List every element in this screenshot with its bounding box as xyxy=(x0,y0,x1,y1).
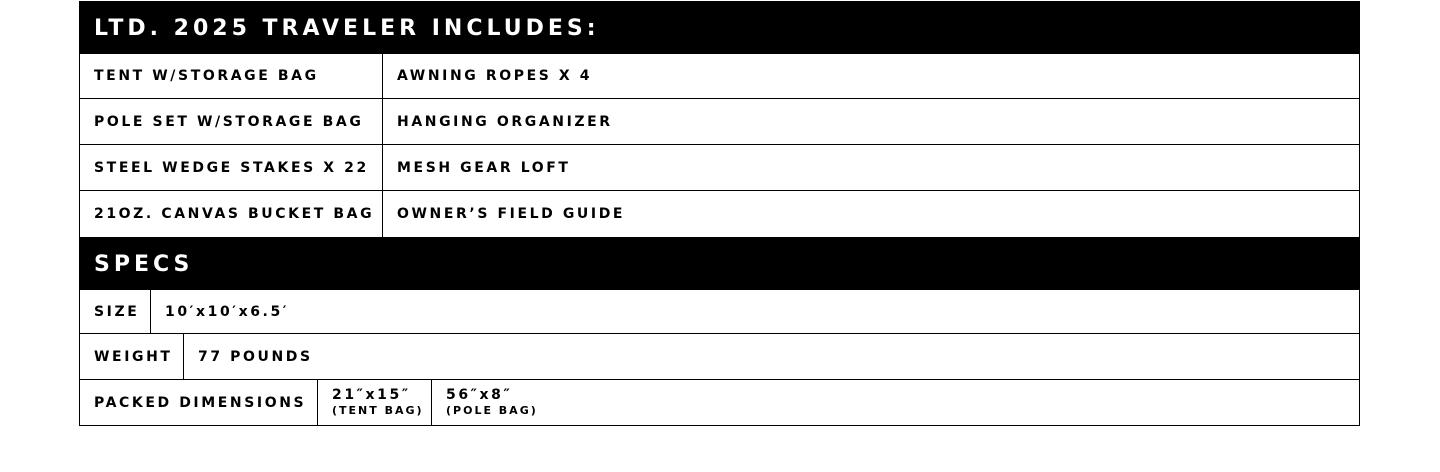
spec-label: PACKED DIMENSIONS xyxy=(80,380,318,425)
tent-bag-note: (TENT BAG) xyxy=(332,403,424,417)
includes-item: POLE SET W/STORAGE BAG xyxy=(80,99,383,144)
includes-row: TENT W/STORAGE BAG AWNING ROPES X 4 xyxy=(79,54,1360,99)
includes-item: TENT W/STORAGE BAG xyxy=(80,54,383,98)
spec-row-weight: WEIGHT 77 POUNDS xyxy=(79,334,1360,380)
includes-item: 21OZ. CANVAS BUCKET BAG xyxy=(80,191,383,237)
includes-row: POLE SET W/STORAGE BAG HANGING ORGANIZER xyxy=(79,99,1360,145)
spec-row-size: SIZE 10′x10′x6.5′ xyxy=(79,290,1360,334)
pole-bag-note: (POLE BAG) xyxy=(446,403,538,417)
spec-label: SIZE xyxy=(80,290,151,333)
spec-label: WEIGHT xyxy=(80,334,184,379)
includes-item: HANGING ORGANIZER xyxy=(397,113,613,130)
pole-bag-dimensions: 56″x8″ xyxy=(446,386,513,403)
includes-item: MESH GEAR LOFT xyxy=(397,159,571,176)
includes-item: OWNER’S FIELD GUIDE xyxy=(397,206,626,222)
includes-row: STEEL WEDGE STAKES X 22 MESH GEAR LOFT xyxy=(79,145,1360,191)
includes-item: STEEL WEDGE STAKES X 22 xyxy=(80,145,383,190)
spec-value: 77 POUNDS xyxy=(198,348,313,365)
includes-row: 21OZ. CANVAS BUCKET BAG OWNER’S FIELD GU… xyxy=(79,191,1360,237)
tent-bag-dimensions: 21″x15″ xyxy=(332,386,411,403)
spec-table: LTD. 2025 TRAVELER INCLUDES: TENT W/STOR… xyxy=(79,1,1360,426)
includes-title: LTD. 2025 TRAVELER INCLUDES: xyxy=(79,1,1360,54)
spec-row-packed: PACKED DIMENSIONS 21″x15″ (TENT BAG) 56″… xyxy=(79,380,1360,426)
includes-item: AWNING ROPES X 4 xyxy=(397,68,593,84)
spec-value-tent: 21″x15″ (TENT BAG) xyxy=(318,380,432,425)
spec-value: 10′x10′x6.5′ xyxy=(165,303,290,320)
specs-title: SPECS xyxy=(79,237,1360,290)
spec-value-pole: 56″x8″ (POLE BAG) xyxy=(432,380,1359,425)
